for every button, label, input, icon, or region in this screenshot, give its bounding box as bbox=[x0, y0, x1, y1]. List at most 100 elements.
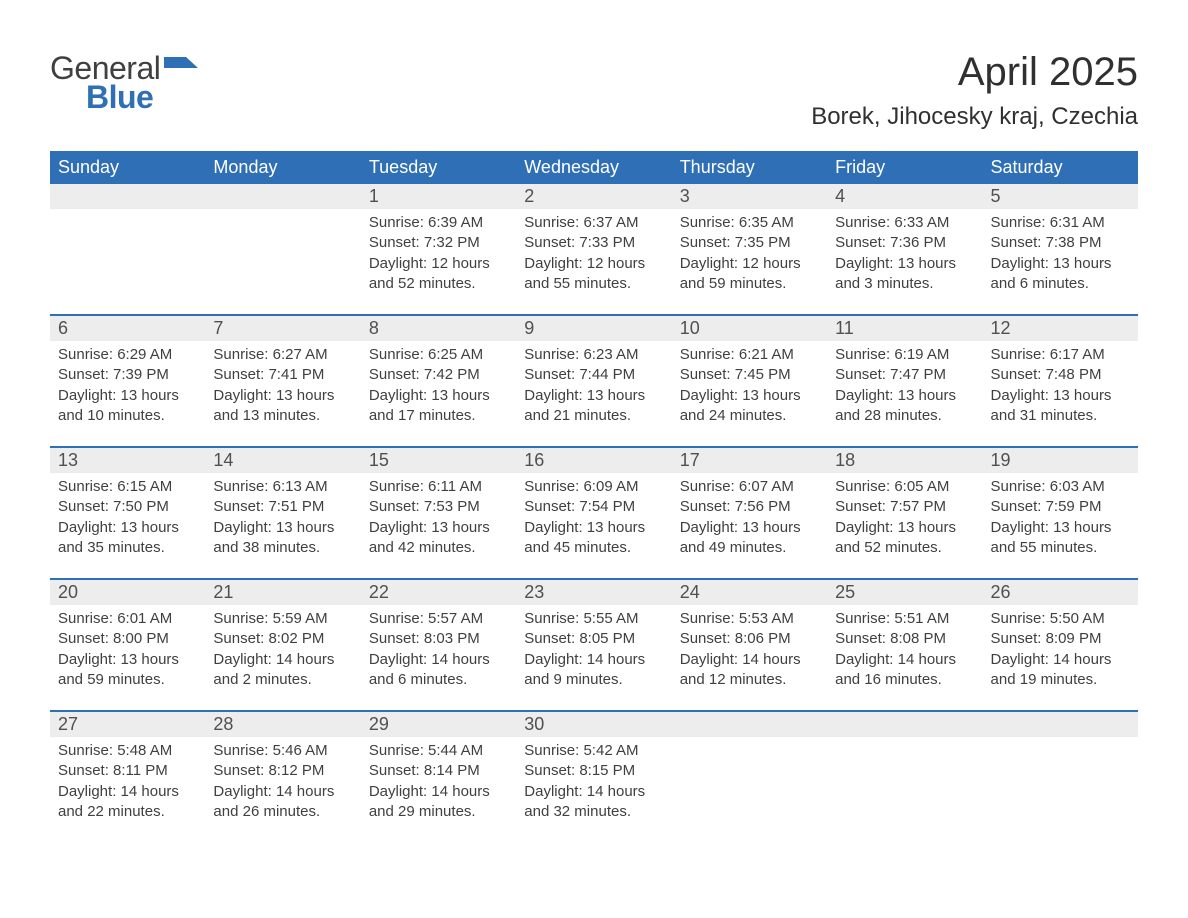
sunset-value: 8:05 PM bbox=[579, 630, 635, 647]
day-sunset: Sunset: 8:06 PM bbox=[680, 629, 819, 649]
day-number: 29 bbox=[369, 714, 389, 734]
day-sunrise: Sunrise: 6:23 AM bbox=[524, 345, 663, 365]
day-number-cell: 18 bbox=[827, 447, 982, 473]
day-number: 27 bbox=[58, 714, 78, 734]
day-daylight: Daylight: 13 hours and 52 minutes. bbox=[835, 518, 974, 559]
sunset-value: 7:35 PM bbox=[735, 234, 791, 251]
day-content-cell: Sunrise: 5:55 AMSunset: 8:05 PMDaylight:… bbox=[516, 605, 671, 711]
content-row: Sunrise: 5:48 AMSunset: 8:11 PMDaylight:… bbox=[50, 737, 1138, 842]
day-daylight: Daylight: 13 hours and 6 minutes. bbox=[991, 254, 1130, 295]
sunset-label: Sunset: bbox=[680, 366, 731, 383]
day-daylight: Daylight: 14 hours and 32 minutes. bbox=[524, 782, 663, 823]
month-title: April 2025 bbox=[811, 50, 1138, 95]
sunset-value: 7:47 PM bbox=[890, 366, 946, 383]
day-number: 5 bbox=[991, 186, 1001, 206]
day-sunset: Sunset: 8:02 PM bbox=[213, 629, 352, 649]
day-number-cell: 30 bbox=[516, 711, 671, 737]
sunrise-value: 5:46 AM bbox=[273, 742, 328, 759]
sunrise-value: 6:13 AM bbox=[273, 478, 328, 495]
sunset-label: Sunset: bbox=[680, 234, 731, 251]
sunset-value: 8:14 PM bbox=[424, 762, 480, 779]
sunset-label: Sunset: bbox=[58, 630, 109, 647]
sunrise-label: Sunrise: bbox=[835, 346, 890, 363]
sunset-value: 7:53 PM bbox=[424, 498, 480, 515]
sunrise-value: 6:11 AM bbox=[428, 478, 482, 495]
daylight-label: Daylight: bbox=[58, 519, 116, 536]
day-sunset: Sunset: 7:41 PM bbox=[213, 365, 352, 385]
sunrise-label: Sunrise: bbox=[991, 610, 1046, 627]
day-sunrise: Sunrise: 6:15 AM bbox=[58, 477, 197, 497]
day-number-cell: 22 bbox=[361, 579, 516, 605]
daylight-label: Daylight: bbox=[680, 387, 738, 404]
day-number: 2 bbox=[524, 186, 534, 206]
sunset-value: 8:12 PM bbox=[268, 762, 324, 779]
sunset-value: 7:36 PM bbox=[890, 234, 946, 251]
day-number: 1 bbox=[369, 186, 379, 206]
day-daylight: Daylight: 14 hours and 2 minutes. bbox=[213, 650, 352, 691]
day-number: 22 bbox=[369, 582, 389, 602]
day-sunset: Sunset: 8:05 PM bbox=[524, 629, 663, 649]
day-sunrise: Sunrise: 5:53 AM bbox=[680, 609, 819, 629]
day-sunrise: Sunrise: 6:27 AM bbox=[213, 345, 352, 365]
sunset-label: Sunset: bbox=[835, 366, 886, 383]
day-content-cell: Sunrise: 5:48 AMSunset: 8:11 PMDaylight:… bbox=[50, 737, 205, 842]
content-row: Sunrise: 6:15 AMSunset: 7:50 PMDaylight:… bbox=[50, 473, 1138, 579]
sunset-label: Sunset: bbox=[369, 366, 420, 383]
day-content-cell bbox=[827, 737, 982, 842]
day-number: 26 bbox=[991, 582, 1011, 602]
sunrise-label: Sunrise: bbox=[991, 346, 1046, 363]
sunrise-label: Sunrise: bbox=[213, 346, 268, 363]
day-content-cell: Sunrise: 6:11 AMSunset: 7:53 PMDaylight:… bbox=[361, 473, 516, 579]
day-sunrise: Sunrise: 6:25 AM bbox=[369, 345, 508, 365]
sunrise-label: Sunrise: bbox=[524, 214, 579, 231]
day-sunset: Sunset: 8:03 PM bbox=[369, 629, 508, 649]
sunrise-label: Sunrise: bbox=[524, 346, 579, 363]
day-sunrise: Sunrise: 5:46 AM bbox=[213, 741, 352, 761]
day-number: 30 bbox=[524, 714, 544, 734]
day-sunset: Sunset: 7:57 PM bbox=[835, 497, 974, 517]
day-number-cell bbox=[50, 184, 205, 209]
sunrise-label: Sunrise: bbox=[524, 478, 579, 495]
sunset-label: Sunset: bbox=[213, 762, 264, 779]
sunrise-label: Sunrise: bbox=[680, 214, 735, 231]
day-content-cell: Sunrise: 6:25 AMSunset: 7:42 PMDaylight:… bbox=[361, 341, 516, 447]
daylight-label: Daylight: bbox=[369, 651, 427, 668]
calendar-table: Sunday Monday Tuesday Wednesday Thursday… bbox=[50, 151, 1138, 842]
sunrise-label: Sunrise: bbox=[213, 478, 268, 495]
daylight-label: Daylight: bbox=[58, 783, 116, 800]
day-number-cell bbox=[983, 711, 1138, 737]
content-row: Sunrise: 6:01 AMSunset: 8:00 PMDaylight:… bbox=[50, 605, 1138, 711]
day-number: 20 bbox=[58, 582, 78, 602]
day-content-cell: Sunrise: 5:59 AMSunset: 8:02 PMDaylight:… bbox=[205, 605, 360, 711]
sunset-label: Sunset: bbox=[213, 498, 264, 515]
sunset-value: 8:15 PM bbox=[579, 762, 635, 779]
day-sunset: Sunset: 7:35 PM bbox=[680, 233, 819, 253]
day-sunrise: Sunrise: 6:31 AM bbox=[991, 213, 1130, 233]
sunset-value: 7:45 PM bbox=[735, 366, 791, 383]
day-content-cell: Sunrise: 6:33 AMSunset: 7:36 PMDaylight:… bbox=[827, 209, 982, 315]
sunrise-label: Sunrise: bbox=[680, 478, 735, 495]
day-sunrise: Sunrise: 6:21 AM bbox=[680, 345, 819, 365]
day-content-cell: Sunrise: 6:29 AMSunset: 7:39 PMDaylight:… bbox=[50, 341, 205, 447]
day-daylight: Daylight: 13 hours and 38 minutes. bbox=[213, 518, 352, 559]
day-number: 28 bbox=[213, 714, 233, 734]
day-sunset: Sunset: 7:48 PM bbox=[991, 365, 1130, 385]
daylight-label: Daylight: bbox=[835, 255, 893, 272]
day-sunrise: Sunrise: 6:09 AM bbox=[524, 477, 663, 497]
day-content-cell: Sunrise: 5:42 AMSunset: 8:15 PMDaylight:… bbox=[516, 737, 671, 842]
daylight-label: Daylight: bbox=[58, 387, 116, 404]
title-block: April 2025 Borek, Jihocesky kraj, Czechi… bbox=[811, 50, 1138, 131]
sunset-value: 8:02 PM bbox=[268, 630, 324, 647]
day-number-cell: 3 bbox=[672, 184, 827, 209]
day-sunset: Sunset: 7:39 PM bbox=[58, 365, 197, 385]
daynum-row: 12345 bbox=[50, 184, 1138, 209]
daylight-label: Daylight: bbox=[524, 255, 582, 272]
logo: General Blue bbox=[50, 50, 198, 116]
weekday-header: Sunday bbox=[50, 151, 205, 184]
sunrise-value: 6:17 AM bbox=[1050, 346, 1105, 363]
day-content-cell bbox=[983, 737, 1138, 842]
day-number: 9 bbox=[524, 318, 534, 338]
day-sunset: Sunset: 8:11 PM bbox=[58, 761, 197, 781]
day-number-cell: 13 bbox=[50, 447, 205, 473]
sunset-label: Sunset: bbox=[991, 234, 1042, 251]
